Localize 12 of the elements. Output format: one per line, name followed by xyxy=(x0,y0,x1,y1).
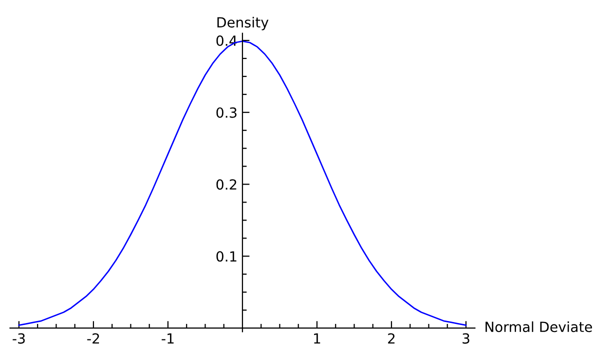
x-tick-label: -2 xyxy=(87,333,99,344)
x-tick-label: 1 xyxy=(314,333,320,344)
y-tick-label: 0.1 xyxy=(216,251,236,262)
x-tick-label: -1 xyxy=(162,333,174,344)
x-tick-label: -3 xyxy=(12,333,25,344)
x-tick-label: 2 xyxy=(388,333,395,344)
y-tick-label: 0.4 xyxy=(216,35,237,46)
x-tick-label: 3 xyxy=(462,333,470,344)
y-tick-label: 0.3 xyxy=(216,107,236,118)
y-tick-label: 0.2 xyxy=(216,179,236,190)
y-axis-title: Density xyxy=(217,16,268,30)
x-axis-title: Normal Deviate xyxy=(486,321,592,332)
